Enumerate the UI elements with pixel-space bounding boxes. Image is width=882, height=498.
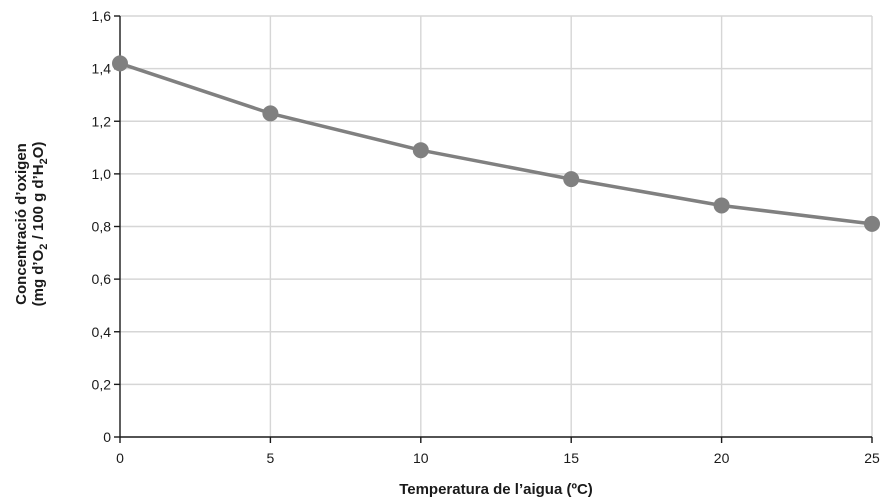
- data-point: [563, 171, 580, 188]
- tick-labels: 0 0,2 0,4 0,6 0,8 1,0 1,2 1,4 1,6 0 5 10 15 20 25: [92, 8, 880, 466]
- y-axis-title-sub1: 2: [38, 244, 50, 250]
- x-tick-label: 20: [714, 450, 730, 466]
- y-axis-title: Concentració d’oxigen (mg d’O2 / 100 g d…: [13, 142, 50, 307]
- y-tick-label: 1,2: [92, 113, 112, 129]
- x-tick-label: 25: [864, 450, 880, 466]
- y-axis-title-suffix: O): [30, 142, 47, 159]
- data-point: [864, 215, 880, 232]
- data-point: [112, 55, 128, 72]
- y-tick-label: 1,6: [92, 8, 112, 24]
- y-axis-title-middle: / 100 g d’H: [30, 164, 47, 243]
- x-tick-label: 0: [116, 450, 124, 466]
- data-series: [112, 55, 880, 232]
- y-tick-label: 0,8: [92, 219, 112, 235]
- y-tick-label: 0: [103, 429, 111, 445]
- y-tick-label: 0,6: [92, 271, 112, 287]
- y-tick-label: 0,4: [92, 324, 112, 340]
- x-tick-label: 15: [563, 450, 579, 466]
- gridlines: [120, 15, 873, 437]
- y-tick-label: 1,0: [92, 166, 112, 182]
- y-axis-title-line2: (mg d’O2 / 100 g d’H2O): [30, 142, 50, 307]
- data-point: [412, 142, 429, 159]
- x-tick-label: 5: [267, 450, 275, 466]
- x-axis-title: Temperatura de l’aigua (ºC): [399, 481, 593, 498]
- series-line: [119, 61, 873, 226]
- data-point: [262, 105, 279, 122]
- data-point: [713, 197, 730, 214]
- y-tick-label: 0,2: [92, 376, 112, 392]
- y-axis-title-prefix: (mg d’O: [30, 249, 47, 306]
- y-axis-title-sub2: 2: [38, 158, 50, 164]
- y-tick-label: 1,4: [92, 61, 112, 77]
- tick-marks: [114, 15, 873, 443]
- y-axis-title-line1: Concentració d’oxigen: [13, 143, 30, 305]
- x-tick-label: 10: [413, 450, 429, 466]
